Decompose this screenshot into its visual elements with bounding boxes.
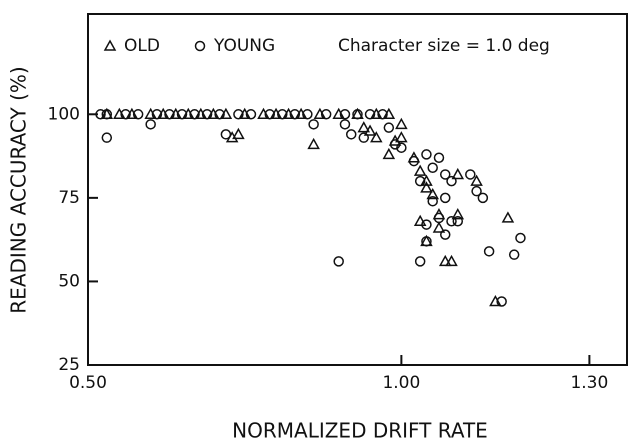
point-circle [264,109,276,120]
point-triangle [451,208,465,220]
point-circle [427,162,438,174]
point-circle [220,129,232,140]
point-circle [164,109,175,120]
point-circle [389,139,401,150]
point-triangle [382,147,396,160]
point-triangle [438,254,452,267]
point-triangle [426,187,439,200]
point-circle [439,169,451,180]
x-axis-label: NORMALIZED DRIFT RATE [232,419,488,443]
y-tick-label: 75 [58,188,80,208]
point-triangle [413,214,427,227]
point-circle [439,229,451,240]
point-circle [421,219,432,230]
y-axis-label: READING ACCURACY (%) [7,66,31,313]
point-triangle [370,131,383,143]
y-tick-label: 50 [58,271,80,291]
y-tick-label: 25 [58,355,80,375]
point-circle [245,109,257,120]
point-circle [427,195,438,207]
point-circle [446,175,457,187]
legend-label: OLD [124,36,160,56]
point-circle [95,109,106,120]
point-circle [201,109,213,120]
point-circle [508,249,520,260]
point-circle [101,132,113,143]
point-triangle [363,124,377,136]
y-tick-label: 100 [48,104,80,124]
point-triangle [395,131,408,143]
point-circle [339,109,351,120]
point-circle [396,142,407,153]
point-triangle [357,121,371,133]
annotation: Character size = 1.0 deg [338,36,550,56]
point-circle [477,192,489,204]
point-triangle [413,164,427,176]
point-circle [352,109,363,120]
point-triangle [445,254,458,267]
point-triangle [395,117,408,130]
point-circle [277,109,288,120]
point-circle [421,236,432,247]
plot-frame [87,13,628,366]
point-circle [339,119,351,130]
point-circle [465,169,476,180]
point-circle [132,109,144,120]
point-circle [377,109,388,120]
point-circle [120,109,131,120]
point-circle [233,109,244,120]
point-circle [383,122,395,133]
point-triangle [420,181,433,193]
legend-marker [194,40,206,52]
point-triangle [232,127,245,140]
point-circle [414,256,426,267]
legend-label: YOUNG [213,36,275,56]
point-triangle [451,167,465,180]
point-circle [408,155,420,167]
point-circle [433,152,445,163]
legend-marker [103,39,117,51]
point-circle [414,175,426,187]
point-circle [308,119,319,130]
point-triangle [501,211,515,223]
point-circle [189,109,200,120]
point-circle [320,109,332,120]
x-tick-label: 0.50 [69,373,107,393]
point-circle [452,216,464,227]
point-circle [289,109,301,120]
point-circle [433,212,445,224]
point-circle [145,119,156,130]
point-triangle [432,221,446,233]
point-circle [358,132,370,143]
point-circle [439,192,451,204]
point-circle [471,185,482,197]
point-circle [483,246,495,257]
point-circle [151,109,163,120]
point-circle [364,109,376,120]
point-circle [345,129,357,140]
point-circle [214,109,225,120]
point-circle [333,256,344,267]
x-tick-label: 1.30 [570,373,608,393]
point-triangle [307,137,320,150]
point-circle [496,296,507,307]
point-triangle [470,174,483,186]
point-circle [515,232,526,244]
point-circle [101,109,113,120]
point-circle [446,216,457,227]
point-circle [421,149,432,160]
point-circle [176,109,188,120]
x-tick-label: 1.00 [382,373,420,393]
point-circle [302,109,313,120]
